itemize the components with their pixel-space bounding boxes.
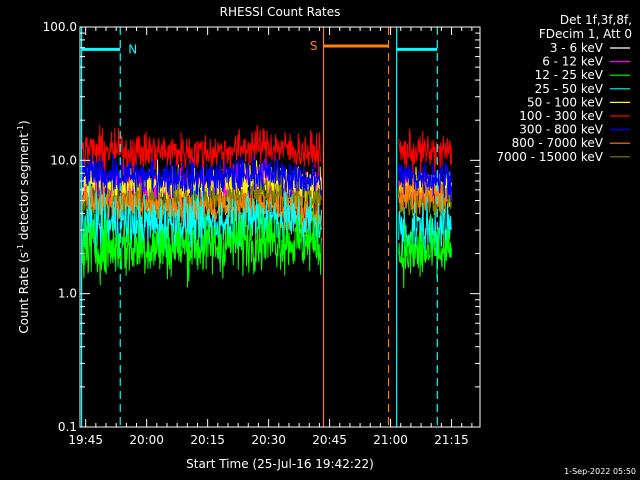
legend-entry-label: 7000 - 15000 keV — [496, 150, 603, 164]
series-trace-5 — [81, 124, 322, 177]
legend-entry-label: 6 - 12 keV — [542, 55, 604, 69]
y-axis: 0.1 1.0 10.0 100.0 — [43, 20, 480, 434]
data-traces — [81, 124, 452, 289]
legend-entry-label: 50 - 100 keV — [527, 95, 604, 109]
series-trace-6 — [81, 151, 322, 200]
x-tick-label: 21:15 — [434, 433, 469, 447]
legend: Det 1f,3f,8f, FDecim 1, Att 0 3 - 6 keV6… — [496, 13, 632, 164]
plot-frame — [79, 26, 481, 428]
y-axis-label-superscript: -1 — [16, 244, 25, 252]
legend-entry-label: 25 - 50 keV — [535, 82, 604, 96]
y-tick-label: 100.0 — [43, 20, 77, 34]
series-trace-6 — [398, 161, 452, 203]
night-bar-1-label: N — [128, 42, 137, 56]
legend-entry-label: 12 - 25 keV — [535, 68, 604, 82]
y-axis-label-superscript: -1 — [16, 125, 25, 133]
x-axis-label: Start Time (25-Jul-16 19:42:22) — [186, 457, 374, 471]
series-trace-2 — [81, 203, 322, 288]
legend-entry-label: 100 - 300 keV — [519, 109, 603, 123]
y-axis-label-part: detector segment — [17, 133, 31, 244]
y-tick-label: 1.0 — [58, 287, 77, 301]
x-tick-label: 19:45 — [68, 433, 103, 447]
saa-bar-label: S — [310, 39, 318, 53]
x-tick-label: 20:15 — [190, 433, 225, 447]
series-trace-5 — [398, 128, 452, 173]
x-tick-label: 21:00 — [373, 433, 408, 447]
y-axis-label-part: ) — [17, 120, 31, 125]
generated-timestamp: 1-Sep-2022 05:50 — [564, 467, 636, 476]
x-tick-label: 20:30 — [251, 433, 286, 447]
legend-entry-label: 3 - 6 keV — [550, 41, 604, 55]
chart-title: RHESSI Count Rates — [220, 5, 341, 19]
series-trace-2 — [398, 213, 452, 289]
x-axis: 19:45 20:00 20:15 20:30 20:45 21:00 21:15 — [68, 27, 473, 447]
y-axis-label-part: Count Rate (s — [17, 252, 31, 334]
legend-entry-label: 800 - 7000 keV — [512, 136, 604, 150]
series-trace-3 — [81, 180, 322, 263]
y-axis-label: Count Rate (s-1 detector segment-1) — [16, 120, 31, 333]
x-tick-label: 20:45 — [312, 433, 347, 447]
x-tick-label: 20:00 — [129, 433, 164, 447]
y-tick-label: 10.0 — [50, 153, 77, 167]
y-tick-label: 0.1 — [58, 420, 77, 434]
legend-header-line: FDecim 1, Att 0 — [539, 27, 632, 41]
series-trace-7 — [398, 171, 452, 217]
legend-header-line: Det 1f,3f,8f, — [560, 13, 632, 27]
legend-entry-label: 300 - 800 keV — [519, 123, 603, 137]
